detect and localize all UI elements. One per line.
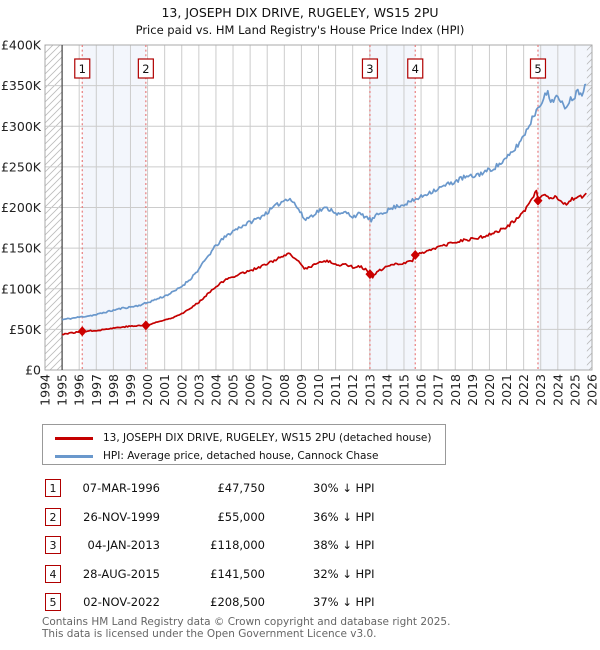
svg-text:2018: 2018 [448,374,463,406]
license-line-2: This data is licensed under the Open Gov… [42,627,377,640]
sale-price: £141,500 [210,566,265,581]
legend-label-hpi: HPI: Average price, detached house, Cann… [103,450,379,462]
hpi-line [61,83,587,321]
svg-text:£200K: £200K [1,200,42,215]
svg-text:£400K: £400K [1,38,42,53]
svg-text:1999: 1999 [123,374,138,406]
sale-number-box [74,58,91,79]
svg-text:£0: £0 [25,363,41,378]
svg-text:2013: 2013 [362,374,377,406]
sale-hpi-diff: 37% ↓ HPI [313,595,375,609]
svg-text:2024: 2024 [550,374,565,406]
property-line-swatch [55,436,93,440]
svg-text:2000: 2000 [140,374,155,406]
svg-text:1: 1 [79,62,86,76]
svg-text:2022: 2022 [516,374,531,406]
table-row: 5 02-NOV-2022 £208,500 37% ↓ HPI [0,593,600,612]
svg-text:2011: 2011 [328,374,343,406]
sale-number-badge: 4 [45,564,61,583]
svg-text:2026: 2026 [585,374,600,406]
legend-item-property: 13, JOSEPH DIX DRIVE, RUGELEY, WS15 2PU … [55,429,445,447]
hpi-line-swatch [55,454,93,458]
page-title: 13, JOSEPH DIX DRIVE, RUGELEY, WS15 2PU [161,5,439,20]
svg-text:2016: 2016 [414,374,429,406]
x-axis-labels: 1994 1995 1996 1997 1998 1999 2000 2001 2002 2003… [38,374,600,406]
sale-date: 04-JAN-2013 [87,538,161,552]
table-row: 3 04-JAN-2013 £118,000 38% ↓ HPI [0,536,600,555]
sale-price: £118,000 [210,538,265,552]
svg-text:1996: 1996 [72,374,87,406]
page-subtitle: Price paid vs. HM Land Registry's House … [135,23,465,37]
table-row: 2 26-NOV-1999 £55,000 36% ↓ HPI [0,507,600,527]
plot-frame [44,44,593,371]
svg-text:2017: 2017 [431,374,446,406]
svg-text:2023: 2023 [533,374,548,406]
sale-number-badge: 3 [45,536,61,554]
svg-text:2003: 2003 [191,374,206,406]
svg-text:£50K: £50K [9,322,42,337]
license-note: Contains HM Land Registry data © Crown c… [42,616,451,640]
sale-hpi-diff: 36% ↓ HPI [313,509,375,524]
svg-text:2006: 2006 [243,374,258,406]
svg-text:2014: 2014 [379,374,394,406]
svg-text:2021: 2021 [499,374,514,406]
sale-date: 02-NOV-2022 [83,595,160,609]
svg-text:£250K: £250K [1,159,42,174]
y-axis-labels: £0 £50K £100K £150K £200K £250K £300K £350K £400… [1,38,42,378]
sale-hpi-diff: 38% ↓ HPI [313,538,375,552]
svg-text:2004: 2004 [208,374,223,406]
svg-text:3: 3 [366,62,373,76]
svg-text:£100K: £100K [1,281,42,296]
svg-text:5: 5 [534,62,541,76]
sale-price: £208,500 [210,595,265,609]
svg-text:£150K: £150K [1,241,42,256]
sale-hpi-diff: 32% ↓ HPI [313,566,375,581]
svg-text:2001: 2001 [157,374,172,406]
svg-text:2012: 2012 [345,374,360,406]
svg-text:2005: 2005 [226,374,241,406]
svg-text:1997: 1997 [89,374,104,406]
sale-number-badge: 2 [45,507,61,526]
table-row: 1 07-MAR-1996 £47,750 30% ↓ HPI [0,479,600,498]
sale-event-lines: 1 2 3 4 5 [74,45,547,370]
chart-legend: 13, JOSEPH DIX DRIVE, RUGELEY, WS15 2PU … [42,424,446,465]
sale-date: 28-AUG-2015 [82,566,160,581]
sale-number-box [529,58,547,79]
license-line-1: Contains HM Land Registry data © Crown c… [42,616,451,628]
sale-markers [77,195,543,337]
svg-text:1995: 1995 [55,374,70,406]
sale-date: 26-NOV-1999 [83,509,160,524]
sale-number-box [137,58,154,79]
svg-text:2020: 2020 [482,374,497,406]
sale-number-badge: 5 [45,593,61,611]
svg-text:2015: 2015 [396,374,411,406]
svg-text:2010: 2010 [311,374,326,406]
svg-text:4: 4 [412,62,419,76]
svg-text:2002: 2002 [174,374,189,406]
sale-number-box [361,58,379,79]
svg-text:2007: 2007 [260,374,275,406]
sale-price: £47,750 [217,481,265,495]
svg-text:1994: 1994 [38,374,53,406]
sale-number-badge: 1 [45,479,61,497]
svg-text:1998: 1998 [106,374,121,406]
svg-text:2009: 2009 [294,374,309,406]
svg-text:£300K: £300K [1,119,42,134]
svg-text:2008: 2008 [277,374,292,406]
sale-number-box [407,58,424,79]
price-history-chart: £0 £50K £100K £150K £200K £250K £300K £350K £400… [1,38,600,406]
legend-label-property: 13, JOSEPH DIX DRIVE, RUGELEY, WS15 2PU … [103,432,432,444]
table-row: 4 28-AUG-2015 £141,500 32% ↓ HPI [0,564,600,584]
sale-price: £55,000 [217,509,265,524]
svg-text:£350K: £350K [1,78,42,93]
svg-text:2019: 2019 [465,374,480,406]
legend-item-hpi: HPI: Average price, detached house, Cann… [55,447,445,465]
sales-table: 1 07-MAR-1996 £47,750 30% ↓ HPI 2 26-NOV… [0,479,600,622]
sale-hpi-diff: 30% ↓ HPI [313,481,375,495]
sale-date: 07-MAR-1996 [82,481,160,495]
svg-text:2: 2 [142,62,149,76]
svg-text:2025: 2025 [567,374,582,406]
